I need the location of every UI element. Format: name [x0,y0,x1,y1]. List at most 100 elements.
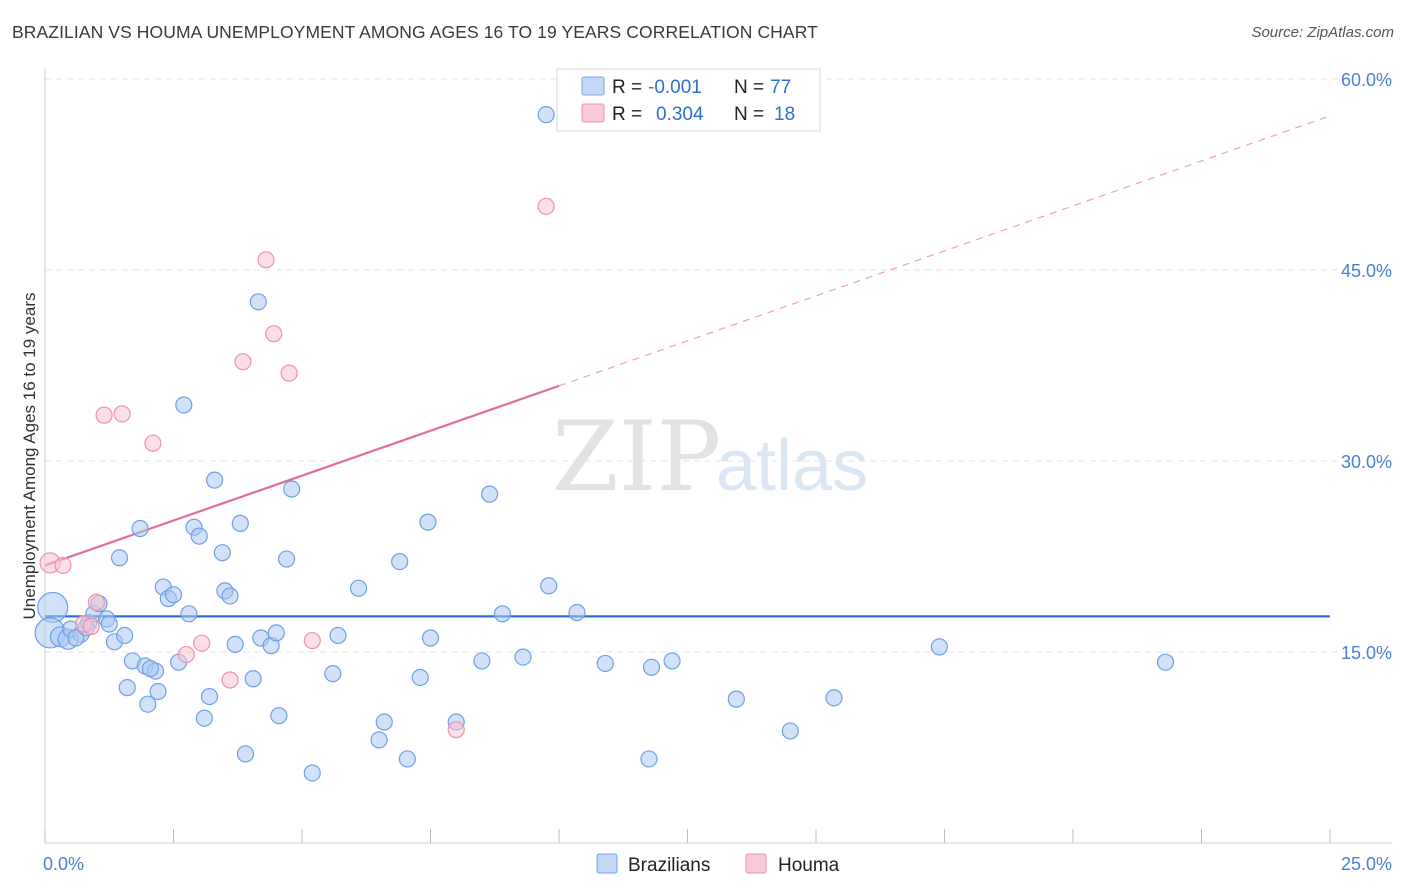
brazilians-point-72 [930,638,948,656]
brazilians-point-73 [1156,653,1175,671]
brazilians-point-59 [481,485,499,503]
brazilians-point-28 [190,527,208,545]
brazilians-point-14 [118,679,136,697]
houma-point-9 [193,634,211,652]
y-tick-labels: 15.0% 30.0% 45.0% 60.0% [1341,70,1392,663]
x-tick-labels: 0.0% 25.0% [43,854,1392,874]
houma-point-1 [54,556,72,575]
trend-lines [44,115,1331,618]
brazilians-point-50 [370,731,388,749]
houma-point-14 [280,364,298,382]
houma-trend-extension [558,115,1331,387]
brazilians-point-44 [277,550,296,568]
brazilians-point-70 [781,722,799,740]
y-tick-label-3: 60.0% [1341,70,1392,90]
brazilians-point-26 [180,605,198,623]
brazilians-point-31 [206,471,224,489]
brazilians-point-52 [391,552,409,571]
y-axis-label: Unemployment Among Ages 16 to 19 years [20,293,39,620]
brazilians-point-46 [303,764,321,782]
source-credit: Source: ZipAtlas.com [1251,24,1394,41]
brazilians-point-35 [226,635,244,653]
brazilians-point-63 [540,577,558,595]
brazilians-point-58 [473,652,491,670]
legend-n-brazilians: 77 [770,77,791,98]
houma-point-7 [144,434,162,452]
houma-point-8 [177,645,195,664]
legend-n-houma: 18 [774,104,795,125]
legend-n-label-brazilians: N = [734,77,764,98]
brazilians-point-66 [640,750,658,768]
brazilians-point-37 [236,745,255,763]
houma-swatch [581,103,605,123]
brazilians-point-20 [149,682,167,701]
houma-point-17 [537,197,555,215]
brazilians-point-12 [110,549,129,567]
brazilians-point-68 [663,652,681,670]
brazilians-point-16 [131,519,149,538]
brazilians-point-56 [421,629,440,647]
houma-point-10 [221,671,239,689]
houma-point-13 [265,325,283,343]
houma-trend-line [44,384,560,567]
y-tick-label-1: 30.0% [1341,452,1392,472]
brazilians-point-42 [267,624,285,642]
houma-point-6 [113,405,131,423]
houma-point-15 [303,631,321,650]
brazilians-point-51 [375,713,393,731]
houma-point-11 [234,353,252,371]
brazilians-point-23 [164,586,183,604]
brazilians-point-45 [283,480,301,498]
brazilians-point-71 [825,689,843,707]
brazilians-point-67 [642,658,661,676]
brazilians-point-34 [221,587,239,605]
legend-r-brazilians: -0.001 [648,77,702,98]
houma-point-12 [257,251,275,269]
legend-swatch-houma [745,853,767,874]
brazilians-point-36 [231,514,249,532]
chart-title: BRAZILIAN VS HOUMA UNEMPLOYMENT AMONG AG… [12,22,818,42]
brazilians-point-18 [139,695,157,713]
data-points [34,106,1175,782]
brazilians-point-10 [100,615,118,633]
brazilians-point-32 [213,544,231,562]
brazilians-point-64 [568,603,586,622]
brazilians-point-43 [270,707,288,725]
watermark-zip: ZIP [552,401,721,513]
brazilians-point-55 [419,513,437,531]
brazilians-point-53 [398,750,416,768]
brazilians-point-69 [727,690,745,708]
brazilians-point-60 [493,605,512,623]
legend-r-label-brazilians: R = [612,77,642,98]
brazilians-point-25 [175,396,193,414]
legend-r-houma: 0.304 [656,104,704,125]
brazilians-point-62 [537,106,555,124]
houma-point-3 [82,617,100,636]
brazilians-point-48 [329,626,347,645]
brazilians-point-39 [249,293,267,311]
x-tick-label-1: 25.0% [1341,854,1392,874]
brazilians-point-29 [195,709,213,727]
legend-r-label-houma: R = [612,104,642,125]
brazilians-point-30 [200,687,219,706]
houma-point-4 [87,593,106,611]
brazilians-point-54 [411,668,429,687]
brazilians-swatch [581,76,605,96]
watermark: ZIP atlas [552,401,868,513]
legend-label-brazilians: Brazilians [628,855,710,876]
brazilians-point-65 [596,654,614,673]
legend-label-houma: Houma [778,855,840,876]
brazilians-point-76 [141,659,159,678]
brazilians-point-47 [324,665,342,683]
brazilians-point-38 [244,670,262,688]
brazilians-point-61 [514,648,532,666]
legend-swatch-brazilians [596,853,618,874]
brazilians-point-13 [116,626,134,645]
series-legend: Brazilians Houma [596,853,840,876]
brazilians-point-74 [67,629,85,647]
brazilians-point-49 [349,579,368,597]
legend-n-label-houma: N = [734,104,764,125]
y-tick-label-2: 45.0% [1341,261,1392,281]
x-tick-label-0: 0.0% [43,854,84,874]
